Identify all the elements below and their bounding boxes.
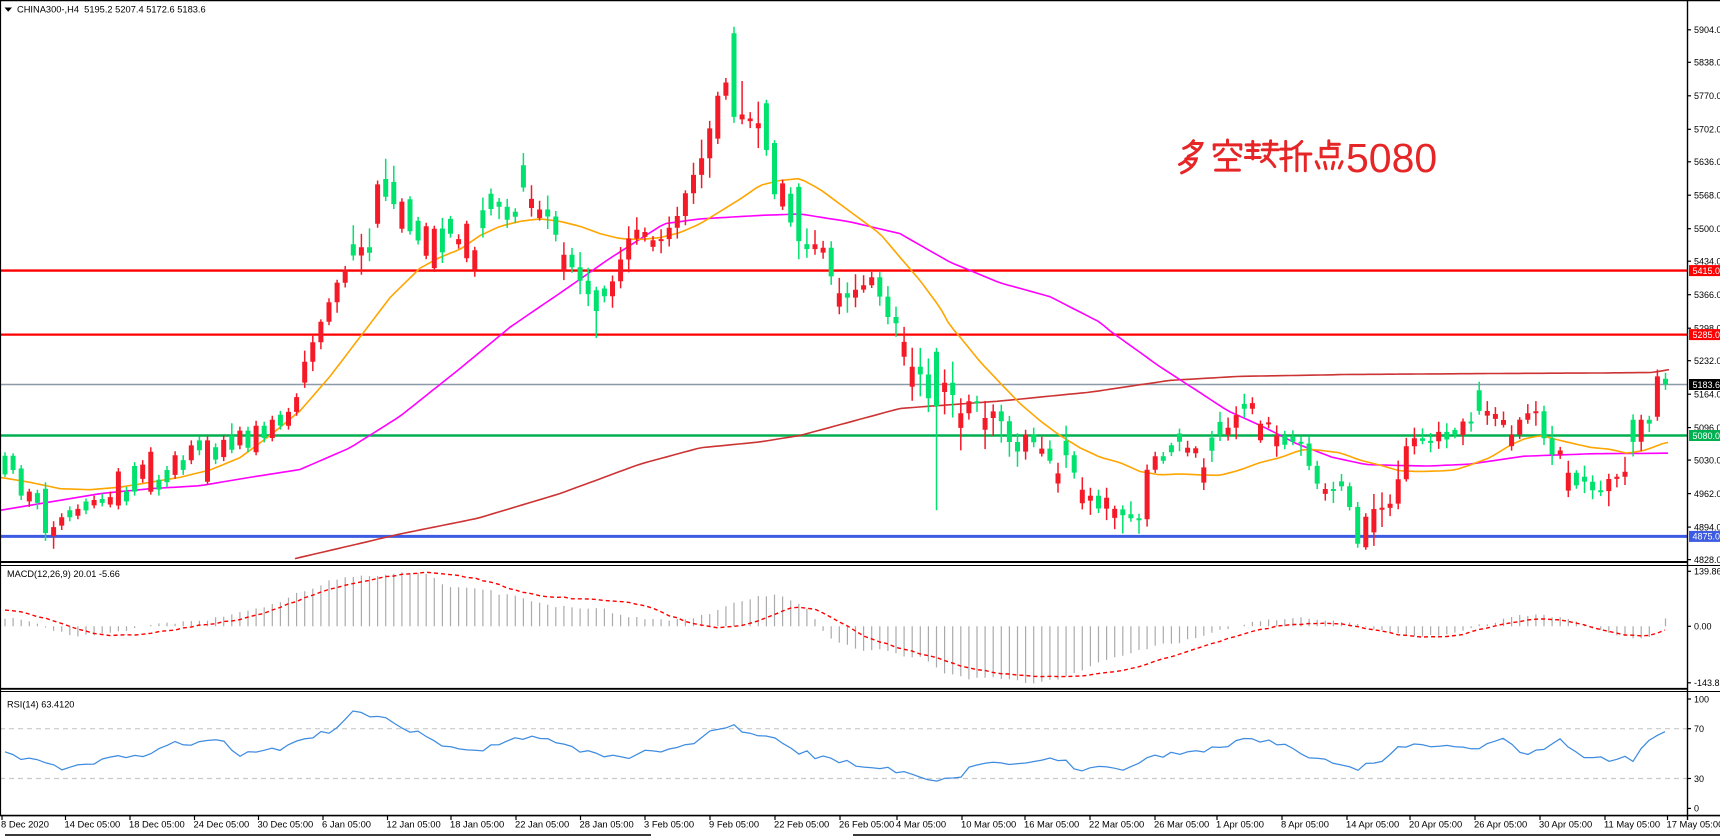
svg-text:5415.0: 5415.0 — [1693, 266, 1720, 276]
svg-text:4875.0: 4875.0 — [1693, 532, 1720, 542]
svg-text:11 May 05:00: 11 May 05:00 — [1604, 819, 1660, 830]
svg-text:5500.0: 5500.0 — [1694, 224, 1720, 234]
svg-text:5080: 5080 — [1346, 135, 1437, 181]
svg-text:8 Apr 05:00: 8 Apr 05:00 — [1281, 819, 1329, 830]
svg-text:RSI(14) 63.4120: RSI(14) 63.4120 — [7, 700, 74, 710]
svg-text:5366.0: 5366.0 — [1694, 290, 1720, 300]
svg-text:9 Feb 05:00: 9 Feb 05:00 — [709, 819, 759, 830]
svg-text:5702.0: 5702.0 — [1694, 125, 1720, 135]
svg-text:0.00: 0.00 — [1694, 622, 1712, 632]
svg-text:16 Mar 05:00: 16 Mar 05:00 — [1024, 819, 1079, 830]
svg-text:5164.0: 5164.0 — [1694, 390, 1720, 400]
svg-text:3 Feb 05:00: 3 Feb 05:00 — [644, 819, 694, 830]
svg-text:CHINA300-,H4 5195.2 5207.4 51: CHINA300-,H4 5195.2 5207.4 5172.6 5183.6 — [17, 5, 206, 15]
svg-text:5298.0: 5298.0 — [1694, 324, 1720, 334]
svg-text:18 Dec 05:00: 18 Dec 05:00 — [129, 819, 185, 830]
svg-text:17 May 05:00: 17 May 05:00 — [1667, 819, 1720, 830]
svg-text:5183.6: 5183.6 — [1693, 380, 1720, 390]
svg-text:5568.0: 5568.0 — [1694, 191, 1720, 201]
svg-text:4828.0: 4828.0 — [1694, 555, 1720, 565]
svg-text:5030.0: 5030.0 — [1694, 455, 1720, 465]
svg-text:70: 70 — [1694, 724, 1704, 734]
svg-text:12 Jan 05:00: 12 Jan 05:00 — [387, 819, 441, 830]
svg-text:22 Mar 05:00: 22 Mar 05:00 — [1089, 819, 1144, 830]
svg-text:30: 30 — [1694, 774, 1704, 784]
svg-text:0: 0 — [1694, 804, 1699, 814]
svg-text:24 Dec 05:00: 24 Dec 05:00 — [194, 819, 250, 830]
svg-text:5434.0: 5434.0 — [1694, 257, 1720, 267]
svg-text:6 Jan 05:00: 6 Jan 05:00 — [322, 819, 371, 830]
svg-text:26 Mar 05:00: 26 Mar 05:00 — [1154, 819, 1209, 830]
svg-text:4 Mar 05:00: 4 Mar 05:00 — [896, 819, 946, 830]
svg-text:28 Jan 05:00: 28 Jan 05:00 — [580, 819, 634, 830]
svg-text:26 Feb 05:00: 26 Feb 05:00 — [839, 819, 894, 830]
svg-text:22 Feb 05:00: 22 Feb 05:00 — [774, 819, 829, 830]
svg-text:14 Dec 05:00: 14 Dec 05:00 — [65, 819, 121, 830]
svg-text:5904.0: 5904.0 — [1694, 25, 1720, 35]
svg-text:MACD(12,26,9) 20.01 -5.66: MACD(12,26,9) 20.01 -5.66 — [7, 569, 120, 579]
svg-text:14 Apr 05:00: 14 Apr 05:00 — [1346, 819, 1399, 830]
svg-text:5770.0: 5770.0 — [1694, 91, 1720, 101]
svg-text:139.86: 139.86 — [1694, 567, 1720, 577]
svg-text:5285.0: 5285.0 — [1693, 330, 1720, 340]
svg-text:4894.0: 4894.0 — [1694, 522, 1720, 532]
svg-text:1 Apr 05:00: 1 Apr 05:00 — [1216, 819, 1264, 830]
svg-text:5080.0: 5080.0 — [1693, 431, 1720, 441]
svg-text:5838.0: 5838.0 — [1694, 58, 1720, 68]
svg-text:30 Apr 05:00: 30 Apr 05:00 — [1539, 819, 1592, 830]
svg-text:-143.82: -143.82 — [1694, 678, 1720, 688]
svg-text:4962.0: 4962.0 — [1694, 489, 1720, 499]
svg-text:22 Jan 05:00: 22 Jan 05:00 — [515, 819, 569, 830]
svg-text:100: 100 — [1694, 694, 1709, 704]
svg-text:5232.0: 5232.0 — [1694, 356, 1720, 366]
svg-text:18 Jan 05:00: 18 Jan 05:00 — [450, 819, 504, 830]
svg-text:10 Mar 05:00: 10 Mar 05:00 — [961, 819, 1016, 830]
svg-text:30 Dec 05:00: 30 Dec 05:00 — [258, 819, 314, 830]
svg-text:26 Apr 05:00: 26 Apr 05:00 — [1474, 819, 1527, 830]
svg-text:8 Dec 2020: 8 Dec 2020 — [1, 819, 49, 830]
svg-text:20 Apr 05:00: 20 Apr 05:00 — [1409, 819, 1462, 830]
svg-text:5636.0: 5636.0 — [1694, 157, 1720, 167]
svg-text:5096.0: 5096.0 — [1694, 423, 1720, 433]
